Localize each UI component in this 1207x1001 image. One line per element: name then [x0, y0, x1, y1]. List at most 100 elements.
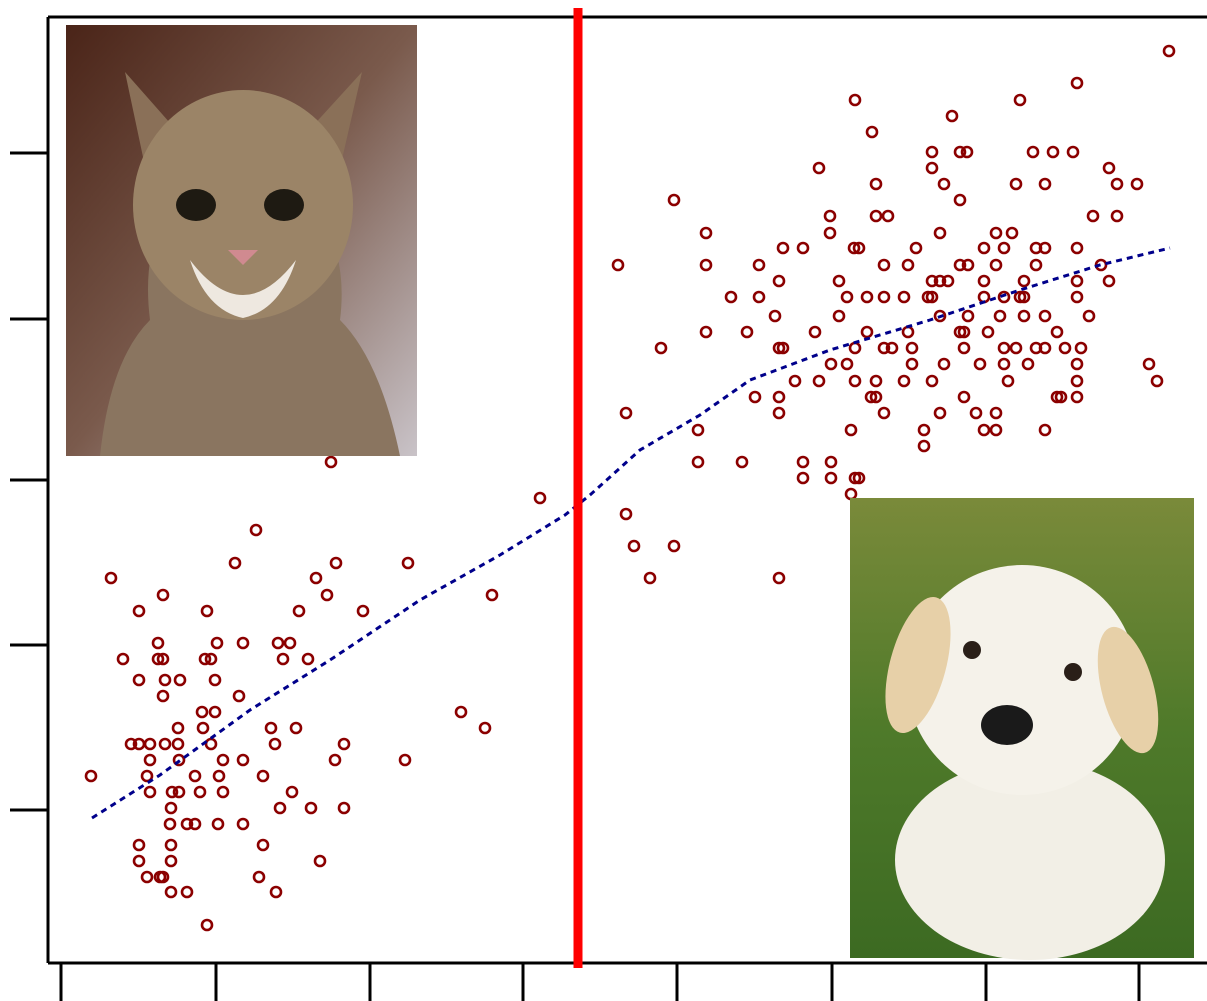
scatter-point: [1046, 145, 1060, 159]
scatter-point: [1009, 341, 1023, 355]
scatter-point: [1150, 374, 1164, 388]
scatter-point: [864, 390, 878, 404]
scatter-point: [200, 918, 214, 932]
scatter-point: [328, 753, 342, 767]
scatter-point: [1038, 423, 1052, 437]
scatter-point: [953, 193, 967, 207]
scatter-point: [824, 357, 838, 371]
scatter-point: [945, 109, 959, 123]
scatter-point: [1162, 44, 1176, 58]
scatter-point: [748, 390, 762, 404]
scatter-point: [881, 209, 895, 223]
scatter-point: [164, 838, 178, 852]
scatter-point: [164, 801, 178, 815]
scatter-point: [143, 785, 157, 799]
scatter-point: [772, 406, 786, 420]
scatter-point: [1102, 274, 1116, 288]
scatter-point: [1066, 145, 1080, 159]
scatter-point: [276, 652, 290, 666]
scatter-point: [1021, 357, 1035, 371]
scatter-point: [847, 241, 861, 255]
scatter-point: [320, 588, 334, 602]
scatter-point: [210, 636, 224, 650]
scatter-point: [309, 571, 323, 585]
scatter-point: [627, 539, 641, 553]
scatter-point: [953, 258, 967, 272]
scatter-point: [140, 769, 154, 783]
scatter-point: [283, 636, 297, 650]
scatter-point: [208, 705, 222, 719]
dog-nose: [981, 705, 1033, 745]
scatter-point: [1070, 241, 1084, 255]
scatter-point: [808, 325, 822, 339]
scatter-point: [337, 801, 351, 815]
scatter-point: [768, 309, 782, 323]
scatter-point: [897, 290, 911, 304]
scatter-point: [776, 341, 790, 355]
scatter-point: [188, 817, 202, 831]
cat-eye: [176, 189, 216, 221]
scatter-point: [104, 571, 118, 585]
scatter-point: [132, 604, 146, 618]
scatter-point: [1038, 341, 1052, 355]
scatter-point: [860, 325, 874, 339]
scatter-point: [156, 870, 170, 884]
scatter-point: [1026, 145, 1040, 159]
scatter-point: [735, 455, 749, 469]
scatter-point: [271, 636, 285, 650]
scatter-point: [172, 753, 186, 767]
scatter-point: [961, 258, 975, 272]
scatter-point: [204, 652, 218, 666]
scatter-point: [848, 341, 862, 355]
scatter-point: [989, 258, 1003, 272]
scatter-point: [977, 274, 991, 288]
scatter-point: [1070, 374, 1084, 388]
scatter-point: [957, 325, 971, 339]
scatter-point: [236, 636, 250, 650]
scatter-point: [171, 721, 185, 735]
scatter-point: [1005, 226, 1019, 240]
scatter-point: [1054, 390, 1068, 404]
scatter-point: [667, 193, 681, 207]
scatter-point: [180, 885, 194, 899]
scatter-point: [852, 241, 866, 255]
scatter-point: [993, 309, 1007, 323]
scatter-point: [84, 769, 98, 783]
scatter-point: [172, 785, 186, 799]
scatter-point: [268, 737, 282, 751]
scatter-point: [256, 838, 270, 852]
scatter-point: [158, 737, 172, 751]
cat-nose: [228, 250, 258, 265]
scatter-point: [398, 753, 412, 767]
scatter-point: [997, 290, 1011, 304]
scatter-point: [236, 817, 250, 831]
scatter-point: [1013, 290, 1027, 304]
scatter-point: [329, 556, 343, 570]
scatter-point: [953, 145, 967, 159]
scatter-point: [158, 673, 172, 687]
cat-muzzle: [190, 260, 296, 318]
scatter-point: [356, 604, 370, 618]
scatter-point: [454, 705, 468, 719]
scatter-point: [699, 325, 713, 339]
scatter-point: [989, 423, 1003, 437]
data-marks: [84, 44, 1176, 932]
scatter-point: [840, 290, 854, 304]
scatter-point: [654, 341, 668, 355]
scatter-point: [132, 673, 146, 687]
scatter-point: [691, 455, 705, 469]
scatter-point: [752, 258, 766, 272]
scatter-point: [961, 309, 975, 323]
scatter-point: [848, 374, 862, 388]
dog-head: [907, 565, 1137, 795]
scatter-point: [180, 817, 194, 831]
scatter-point: [151, 636, 165, 650]
scatter-point: [977, 241, 991, 255]
dog-ear: [1097, 626, 1159, 754]
scatter-point: [1130, 177, 1144, 191]
scatter-point: [824, 471, 838, 485]
scatter-point: [905, 357, 919, 371]
scatter-point: [957, 341, 971, 355]
scatter-point: [1029, 258, 1043, 272]
scatter-point: [897, 374, 911, 388]
